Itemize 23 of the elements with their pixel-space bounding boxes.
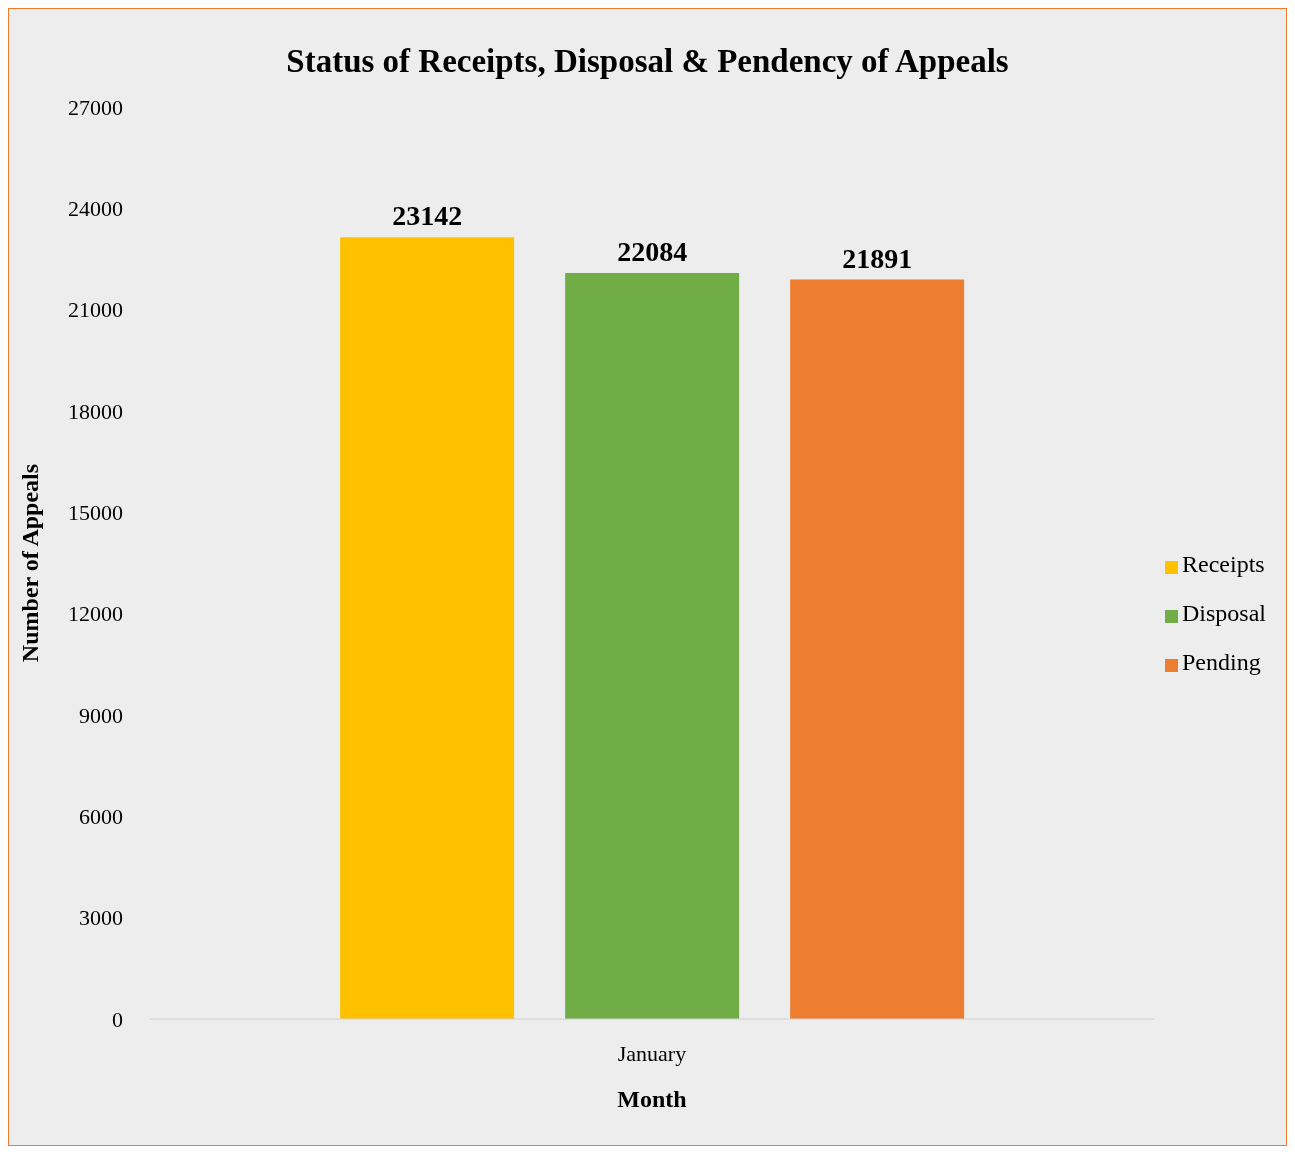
legend-label: Receipts <box>1182 550 1265 577</box>
y-axis-title: Number of Appeals <box>16 463 43 663</box>
y-tick-label: 9000 <box>79 702 123 728</box>
bar <box>790 279 965 1019</box>
x-tick-label: January <box>617 1040 687 1066</box>
data-label: 22084 <box>617 236 688 268</box>
y-tick-label: 15000 <box>68 500 123 526</box>
y-tick-label: 0 <box>112 1006 123 1032</box>
y-tick-label: 6000 <box>79 804 123 830</box>
y-tick-label: 21000 <box>68 297 123 323</box>
bar <box>565 273 740 1019</box>
data-label: 23142 <box>392 200 463 232</box>
legend-label: Pending <box>1182 648 1261 675</box>
y-tick-label: 24000 <box>68 196 123 222</box>
y-tick-label: 18000 <box>68 398 123 424</box>
x-axis-title: Month <box>617 1086 687 1112</box>
chart-title: Status of Receipts, Disposal & Pendency of Appeals <box>286 43 1009 79</box>
legend-label: Disposal <box>1182 599 1266 626</box>
data-label: 21891 <box>842 242 913 274</box>
y-tick-label: 27000 <box>68 94 123 120</box>
bar <box>340 237 515 1019</box>
y-tick-label: 12000 <box>68 601 123 627</box>
y-tick-label: 3000 <box>79 905 123 931</box>
